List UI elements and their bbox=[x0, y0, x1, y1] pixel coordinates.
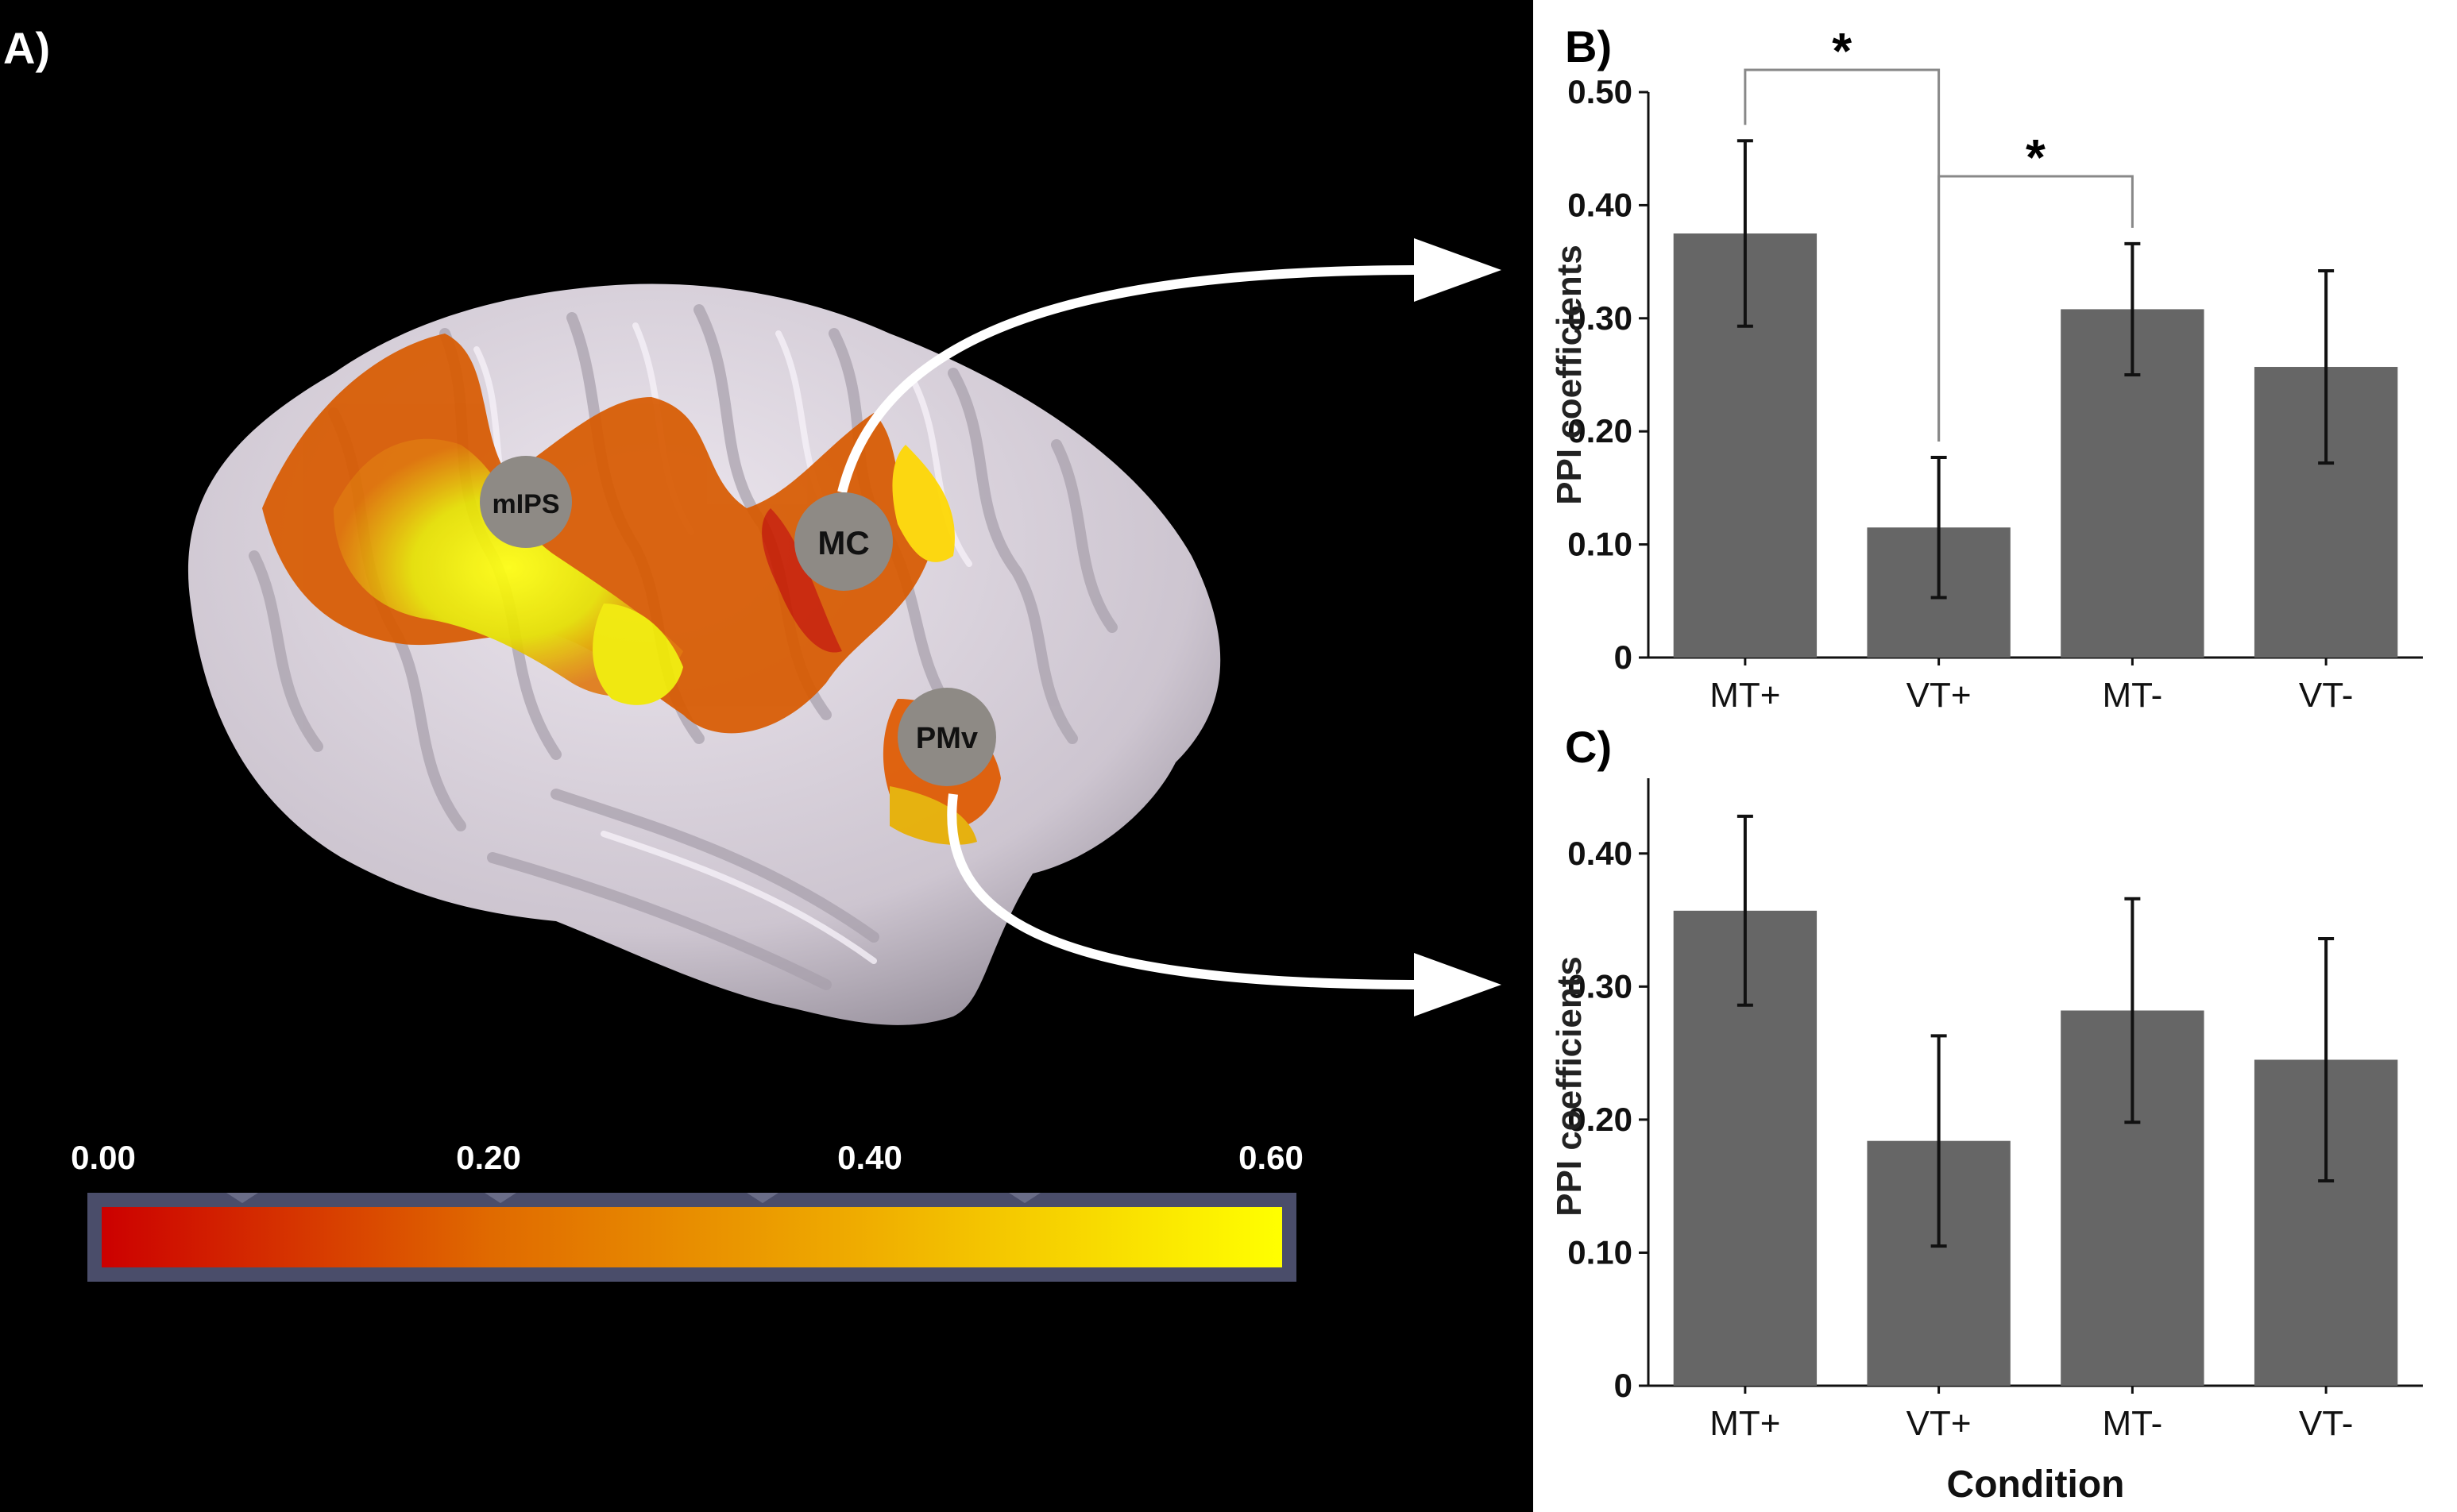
arrowhead-b-icon bbox=[1414, 238, 1501, 302]
svg-text:PMv: PMv bbox=[916, 722, 978, 755]
colorbar-tick: 0.20 bbox=[456, 1139, 521, 1176]
roi-mc: MC bbox=[794, 492, 893, 591]
brain-surface bbox=[187, 284, 1221, 1025]
significance-star: * bbox=[2026, 129, 2046, 186]
y-tick-label: 0.20 bbox=[1567, 412, 1632, 449]
y-tick-label: 0.10 bbox=[1567, 1233, 1632, 1271]
y-tick-label: 0.40 bbox=[1567, 835, 1632, 872]
x-axis-label: Condition bbox=[1947, 1464, 2125, 1506]
colorbar-tick: 0.00 bbox=[71, 1139, 136, 1176]
arrow-to-b bbox=[837, 265, 1423, 494]
svg-text:mIPS: mIPS bbox=[492, 489, 559, 519]
x-tick-label: MT+ bbox=[1709, 1404, 1780, 1443]
y-tick-label: 0 bbox=[1614, 638, 1632, 676]
x-tick-label: MT+ bbox=[1709, 676, 1780, 715]
arrow-to-c bbox=[947, 793, 1423, 989]
y-tick-label: 0.10 bbox=[1567, 526, 1632, 563]
x-tick-label: VT+ bbox=[1906, 676, 1972, 715]
colorbar-tick: 0.40 bbox=[837, 1139, 902, 1176]
brain-figure: A) bbox=[3, 23, 1501, 1282]
significance-bracket bbox=[1937, 175, 2134, 442]
x-tick-label: VT- bbox=[2299, 676, 2353, 715]
panel-a-label: A) bbox=[3, 23, 50, 73]
svg-text:MC: MC bbox=[817, 524, 869, 561]
significance-star: * bbox=[1832, 22, 1852, 79]
x-tick-label: MT- bbox=[2102, 676, 2162, 715]
arrowhead-c-icon bbox=[1414, 953, 1501, 1016]
y-axis-label: PPI coefficients bbox=[1550, 956, 1589, 1217]
y-tick-label: 0.20 bbox=[1567, 1101, 1632, 1138]
y-tick-label: 0.30 bbox=[1567, 967, 1632, 1005]
y-axis-label: PPI coefficients bbox=[1550, 245, 1589, 505]
chart-c: C) 0 0.10 0.20 0.30 0.40 MT+ VT+ MT- VT- PPI coef… bbox=[1550, 722, 2423, 1506]
y-tick-label: 0.50 bbox=[1567, 73, 1632, 110]
panel-a: A) bbox=[0, 0, 1533, 1512]
chart-b: B) 0 0.10 0.20 0.30 0.40 0.50 MT+ VT+ MT- VT- PPI … bbox=[1550, 21, 2423, 715]
panel-c-label: C) bbox=[1565, 722, 1612, 772]
roi-pmv: PMv bbox=[898, 688, 996, 786]
y-tick-label: 0.40 bbox=[1567, 186, 1632, 223]
panel-b-label: B) bbox=[1565, 21, 1612, 71]
colorbar-gradient bbox=[102, 1207, 1282, 1267]
colorbar: 0.00 0.20 0.40 0.60 bbox=[71, 1139, 1304, 1282]
x-tick-label: MT- bbox=[2102, 1404, 2162, 1443]
roi-mips: mIPS bbox=[480, 456, 572, 548]
x-tick-label: VT+ bbox=[1906, 1404, 1972, 1443]
y-tick-label: 0.30 bbox=[1567, 299, 1632, 337]
x-tick-label: VT- bbox=[2299, 1404, 2353, 1443]
colorbar-tick: 0.60 bbox=[1238, 1139, 1304, 1176]
y-tick-label: 0 bbox=[1614, 1367, 1632, 1404]
